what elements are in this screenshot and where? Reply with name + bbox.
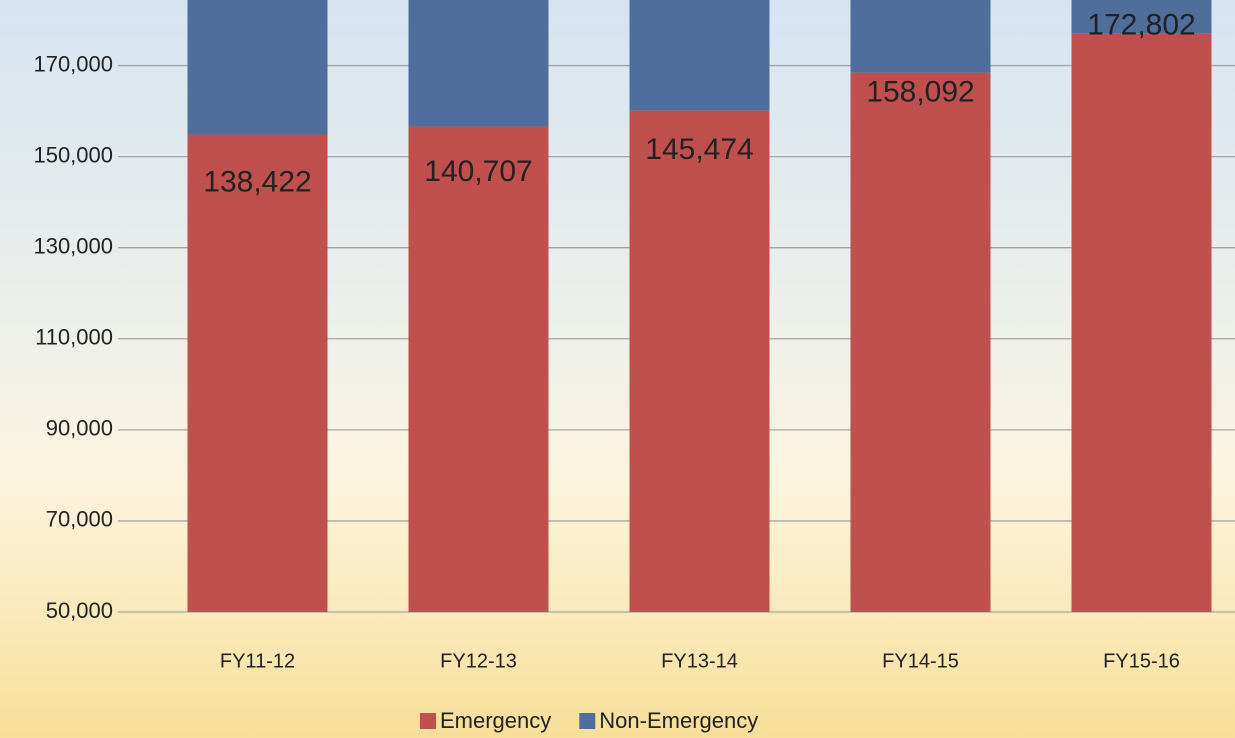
total-label: 140,707 (424, 155, 532, 188)
y-tick-label: 90,000 (46, 416, 113, 441)
x-tick-label: FY15-16 (1103, 650, 1180, 672)
legend-label: Non-Emergency (599, 708, 758, 733)
total-label: 158,092 (866, 76, 974, 109)
bar-segment (408, 0, 549, 127)
bar-segment (850, 72, 991, 612)
x-tick-label: FY12-13 (440, 650, 517, 672)
total-label: 145,474 (645, 133, 753, 166)
y-tick-label: 50,000 (46, 598, 113, 623)
bar-segment (1071, 33, 1212, 612)
y-tick-label: 130,000 (33, 234, 113, 259)
y-tick-label: 110,000 (35, 325, 113, 350)
x-tick-label: FY13-14 (661, 650, 738, 672)
bar-segment (850, 0, 991, 73)
legend-swatch (420, 713, 436, 729)
total-label: 172,802 (1087, 9, 1195, 42)
legend-swatch (579, 713, 596, 729)
bar-segment (629, 110, 770, 613)
bar-segment (187, 134, 328, 612)
x-tick-label: FY14-15 (882, 650, 959, 672)
bar-segment (1071, 0, 1212, 34)
y-tick-label: 170,000 (33, 51, 113, 76)
legend-label: Emergency (440, 708, 551, 733)
y-tick-label: 150,000 (33, 142, 113, 167)
x-tick-label: FY11-12 (220, 650, 295, 672)
bar-segment (629, 0, 770, 111)
bar-segment (408, 126, 549, 612)
bar-segment (187, 0, 328, 135)
y-tick-label: 70,000 (46, 507, 113, 532)
total-label: 138,422 (203, 165, 311, 198)
